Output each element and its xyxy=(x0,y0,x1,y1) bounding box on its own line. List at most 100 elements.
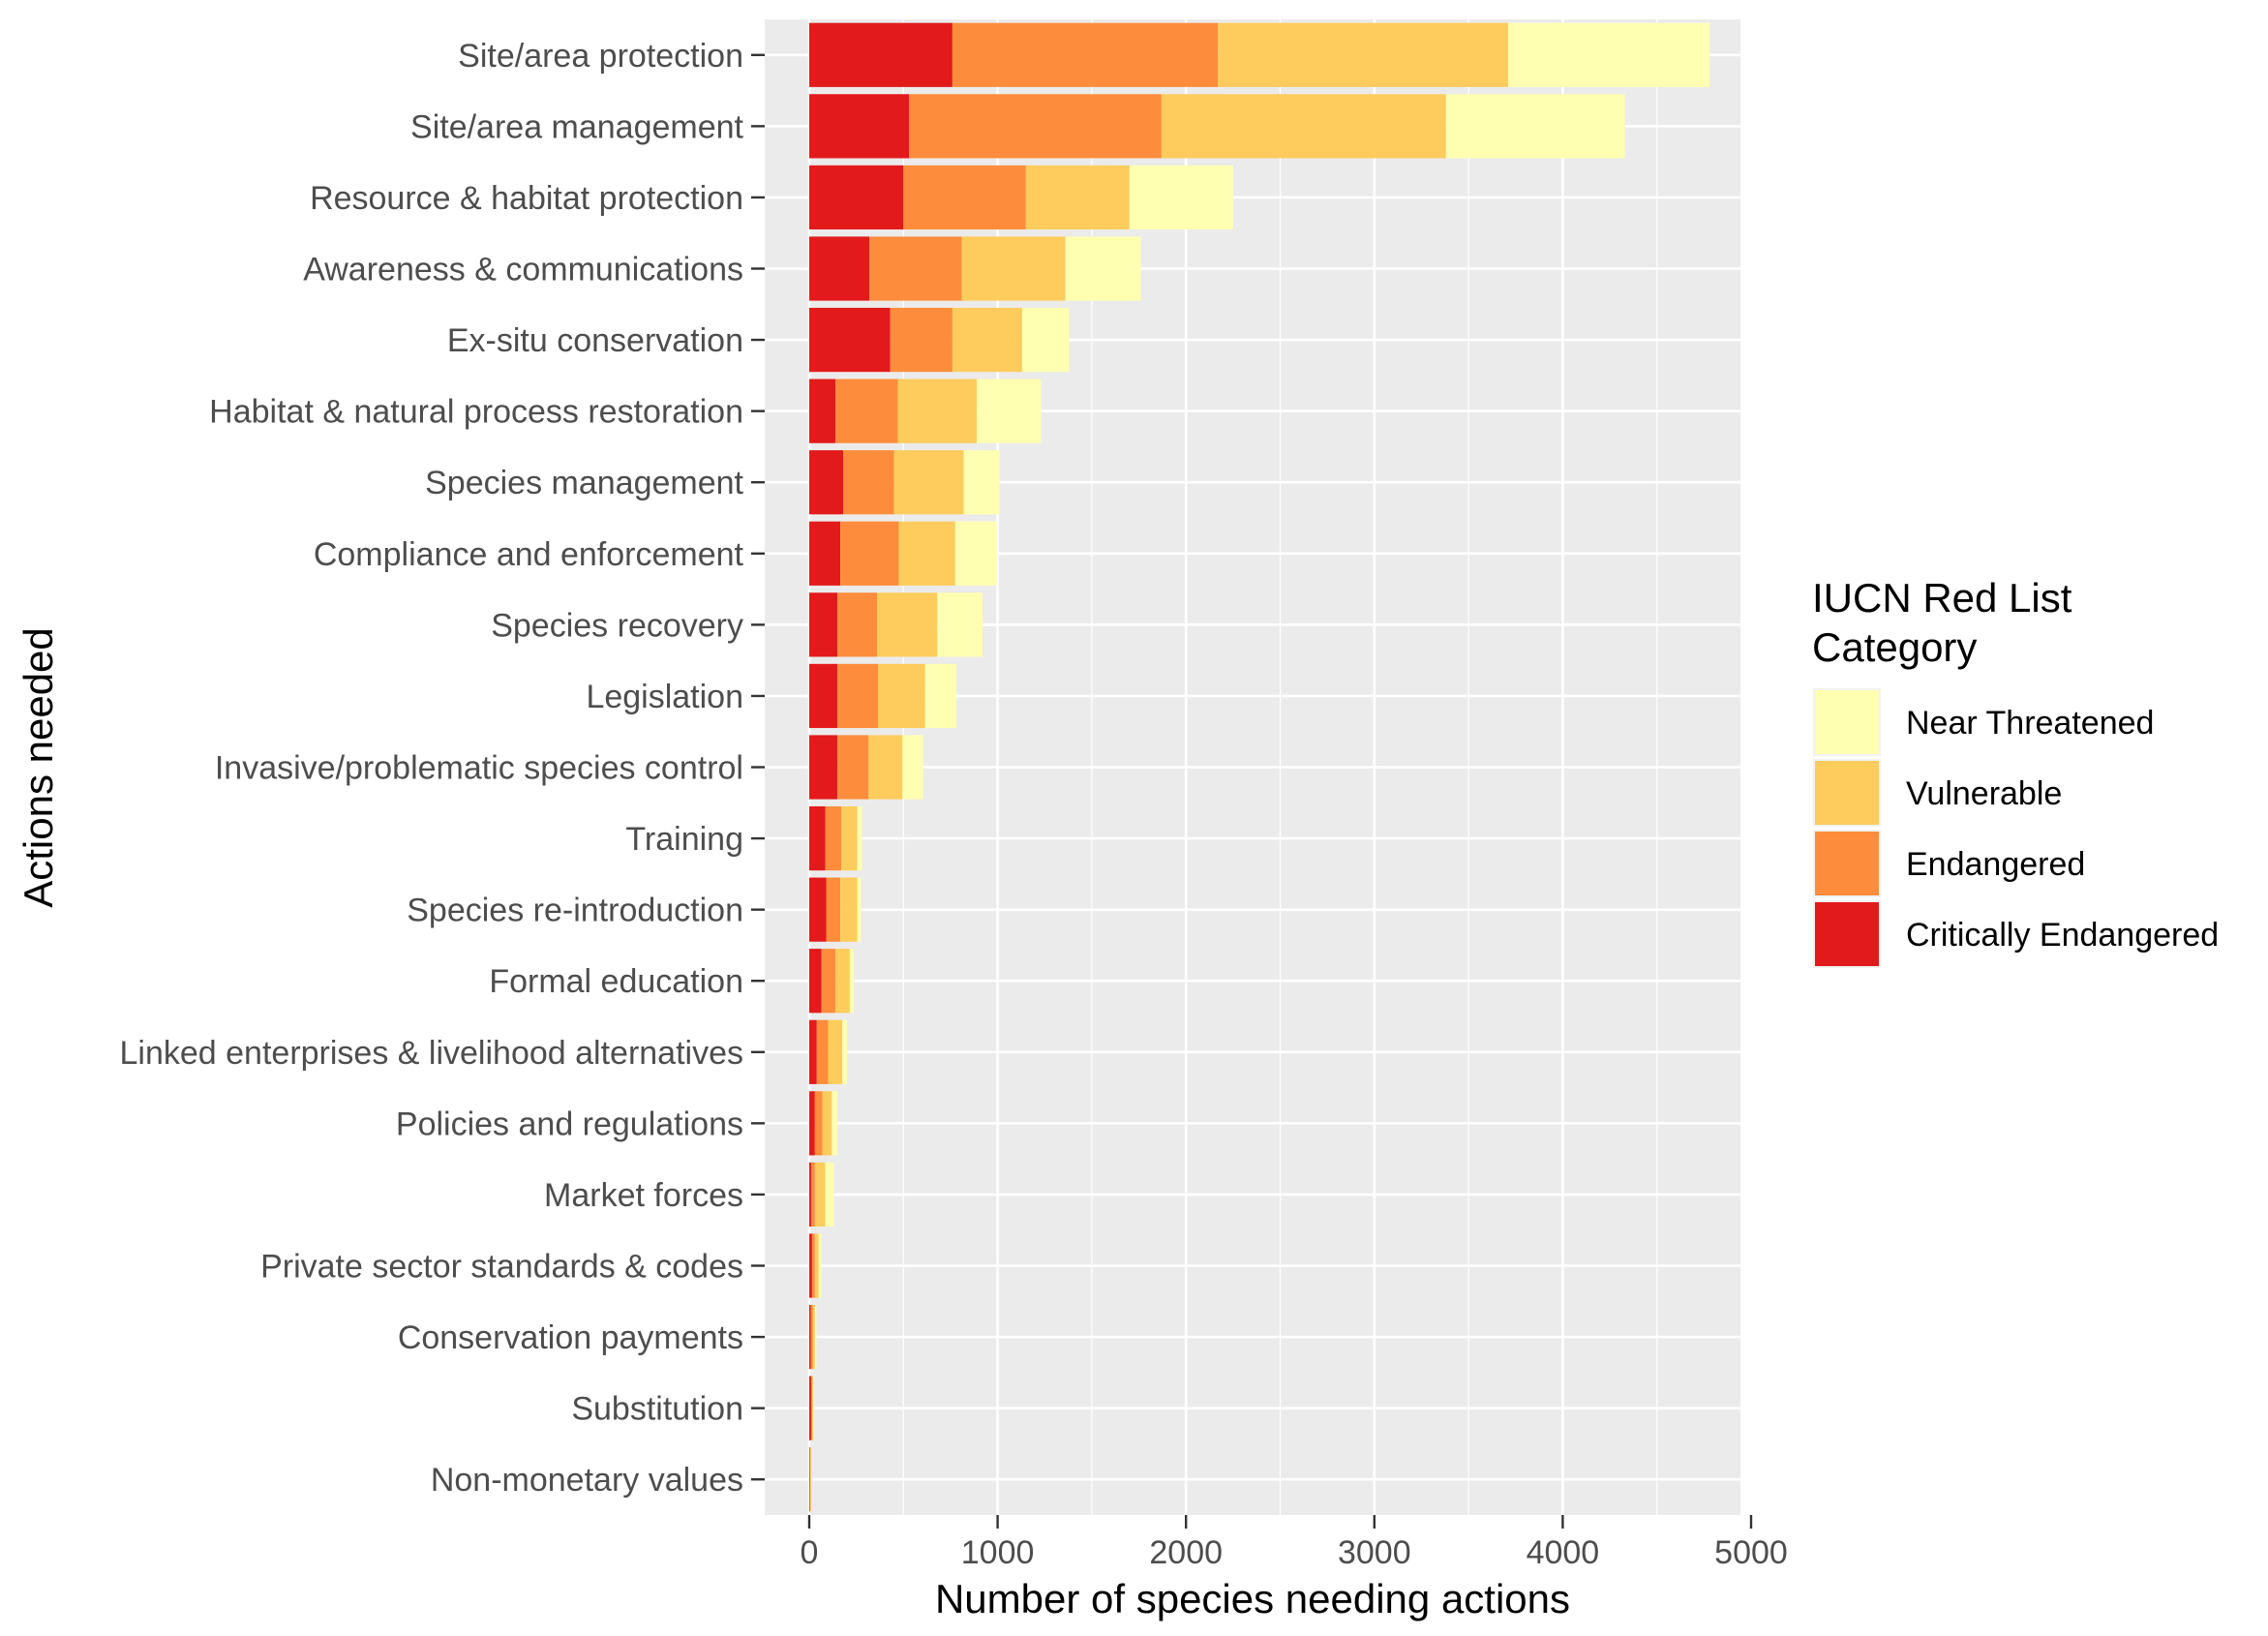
bar-segment xyxy=(868,735,903,800)
bar-segment xyxy=(902,735,923,800)
bar-segment xyxy=(840,521,899,586)
bar-segment xyxy=(809,307,891,373)
y-tick-label: Compliance and enforcement xyxy=(314,536,744,573)
bar-segment xyxy=(818,1233,822,1298)
y-tick-label: Conservation payments xyxy=(398,1319,743,1356)
bar-segment xyxy=(810,1162,815,1227)
y-tick-label: Formal education xyxy=(489,963,743,1000)
bar-segment xyxy=(809,22,953,87)
bar-segment xyxy=(835,379,898,443)
bar-segment xyxy=(809,735,838,800)
bar-segment xyxy=(877,592,938,657)
legend-key-swatch xyxy=(1815,761,1879,825)
bar-segment xyxy=(816,1019,829,1084)
bar-segment xyxy=(821,949,836,1014)
bar-segment xyxy=(809,450,844,515)
bar-segment xyxy=(822,1091,832,1156)
bar-segment xyxy=(1445,94,1625,159)
y-tick-label: Policies and regulations xyxy=(396,1106,743,1142)
bar-segment xyxy=(857,877,862,942)
y-tick-label: Training xyxy=(625,821,743,858)
bar-segment xyxy=(809,1447,811,1512)
x-tick-label: 2000 xyxy=(1149,1534,1223,1571)
y-tick-label: Non-monetary values xyxy=(431,1462,743,1499)
y-tick-label: Legislation xyxy=(586,679,743,715)
bar-segment xyxy=(814,1091,823,1156)
bar-segment xyxy=(813,1376,814,1440)
bar-segment xyxy=(825,1162,834,1227)
x-tick-label: 0 xyxy=(801,1534,819,1571)
bar-segment xyxy=(849,949,854,1014)
x-tick-label: 1000 xyxy=(961,1534,1035,1571)
bar-segment xyxy=(1507,22,1710,87)
bar-segment xyxy=(814,1233,819,1298)
bar-segment xyxy=(977,379,1042,443)
bar-segment xyxy=(809,1019,817,1084)
y-tick-label: Substitution xyxy=(571,1391,743,1428)
bar-segment xyxy=(809,1233,812,1298)
bar-segment xyxy=(890,307,953,373)
bar-segment xyxy=(809,1447,810,1512)
x-tick-label: 3000 xyxy=(1338,1534,1411,1571)
bar-segment xyxy=(842,1019,847,1084)
legend-title-line-2: Category xyxy=(1812,624,1977,670)
bar-segment xyxy=(809,165,904,230)
bar-segment xyxy=(809,236,870,301)
bar-segment xyxy=(837,592,878,657)
y-tick-label: Site/area management xyxy=(410,108,744,145)
bar-segment xyxy=(840,877,858,942)
y-tick-label: Resource & habitat protection xyxy=(310,180,743,217)
bar-segment xyxy=(812,1304,815,1370)
bar-segment xyxy=(1025,165,1130,230)
bar-segment xyxy=(832,1091,838,1156)
y-tick-label: Habitat & natural process restoration xyxy=(209,394,743,431)
y-tick-label: Invasive/problematic species control xyxy=(215,750,743,787)
bar-segment xyxy=(811,1233,815,1298)
bar-segment xyxy=(954,521,997,586)
bar-segment xyxy=(809,805,826,871)
bar-segment xyxy=(857,805,862,871)
legend-key-swatch xyxy=(1815,690,1879,754)
bar-segment xyxy=(809,379,836,443)
legend-key-swatch xyxy=(1815,902,1879,966)
bar-segment xyxy=(837,663,879,729)
bar-segment xyxy=(809,1162,811,1227)
bar-segment xyxy=(952,22,1219,87)
bar-segment xyxy=(809,1091,815,1156)
bar-segment xyxy=(814,1162,826,1227)
bar-segment xyxy=(828,1019,843,1084)
bar-segment xyxy=(898,521,955,586)
bar-segment xyxy=(809,521,841,586)
y-tick-label: Species re-introduction xyxy=(407,893,743,929)
bar-segment xyxy=(1161,94,1446,159)
legend-title-line-1: IUCN Red List xyxy=(1812,575,2072,621)
y-tick-label: Species recovery xyxy=(491,607,743,644)
bar-segment xyxy=(878,663,925,729)
legend-label: Endangered xyxy=(1906,846,2085,883)
bar-segment xyxy=(893,450,964,515)
y-tick-label: Site/area protection xyxy=(458,38,743,75)
bar-segment xyxy=(809,1304,811,1370)
x-tick-label: 4000 xyxy=(1527,1534,1600,1571)
y-tick-label: Awareness & communications xyxy=(303,252,743,288)
bar-segment xyxy=(903,165,1026,230)
bar-segment xyxy=(810,1304,813,1370)
legend-label: Vulnerable xyxy=(1906,775,2062,812)
legend: IUCN Red List Category Near Threatened Vu… xyxy=(1812,575,2219,968)
y-axis-title: Actions needed xyxy=(15,627,61,908)
x-axis: 0 1000 2000 3000 4000 5000 xyxy=(801,1515,1788,1571)
bar-segment xyxy=(843,450,894,515)
bar-segment xyxy=(826,877,841,942)
y-tick-label: Private sector standards & codes xyxy=(260,1249,743,1286)
x-axis-title: Number of species needing actions xyxy=(935,1576,1570,1621)
bar-segment xyxy=(1065,236,1141,301)
bar-segment xyxy=(1021,307,1070,373)
y-tick-label: Species management xyxy=(425,465,743,501)
y-tick-label: Linked enterprises & livelihood alternat… xyxy=(120,1035,743,1072)
bar-segment xyxy=(1218,22,1508,87)
bar-segment xyxy=(809,663,838,729)
bar-segment xyxy=(809,94,910,159)
bar-segment xyxy=(835,949,850,1014)
bar-segment xyxy=(869,236,962,301)
